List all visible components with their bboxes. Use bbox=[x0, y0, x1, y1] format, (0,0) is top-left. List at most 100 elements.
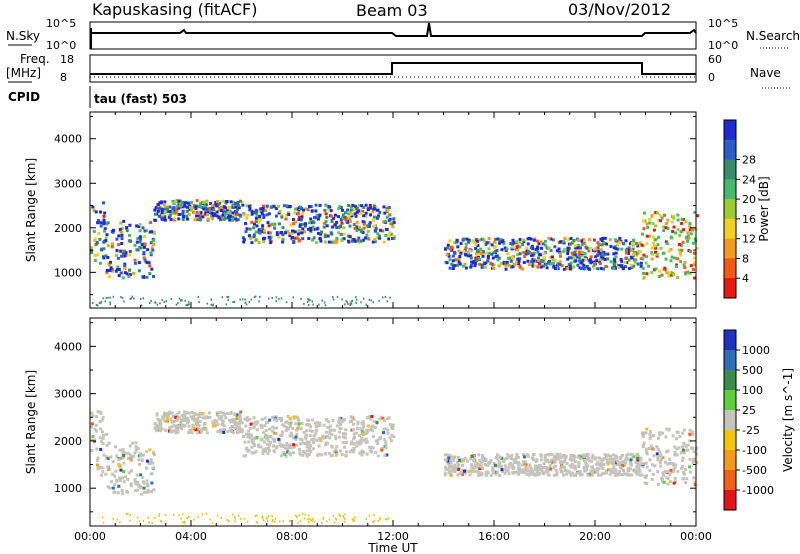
echo-cell bbox=[583, 255, 587, 259]
echo-cell bbox=[321, 434, 325, 438]
echo-cell bbox=[163, 200, 167, 204]
x-tick-label: 00:00 bbox=[680, 530, 712, 543]
echo-cell bbox=[528, 463, 532, 467]
echo-cell bbox=[210, 217, 214, 221]
echo-cell bbox=[215, 419, 219, 423]
echo-cell bbox=[567, 469, 571, 473]
echo-cell bbox=[577, 239, 581, 242]
echo-cell bbox=[384, 427, 388, 431]
echo-cell bbox=[490, 252, 494, 256]
echo-cell bbox=[102, 240, 106, 244]
echo-cell bbox=[160, 210, 164, 214]
echo-cell bbox=[179, 426, 183, 430]
echo-cell bbox=[247, 234, 251, 238]
echo-cell bbox=[262, 215, 266, 219]
echo-cell bbox=[569, 261, 573, 265]
y-tick-label: 2000 bbox=[54, 435, 82, 448]
echo-cell bbox=[273, 226, 277, 230]
echo-cell bbox=[675, 430, 679, 434]
echo-cell bbox=[540, 246, 543, 250]
echo-cell bbox=[118, 227, 122, 231]
echo-cell bbox=[529, 253, 533, 257]
ground-scatter-cell bbox=[239, 517, 242, 520]
echo-cell bbox=[630, 249, 633, 253]
echo-cell bbox=[123, 451, 127, 455]
echo-cell bbox=[580, 267, 583, 270]
echo-cell bbox=[601, 237, 605, 240]
ground-scatter-cell bbox=[228, 520, 230, 523]
echo-cell bbox=[524, 465, 528, 469]
y-axis-label: Slant Range [km] bbox=[24, 370, 38, 474]
echo-cell bbox=[689, 264, 693, 268]
ground-scatter-cell bbox=[180, 299, 183, 301]
echo-cell bbox=[128, 250, 132, 253]
echo-cell bbox=[675, 257, 679, 261]
echo-cell bbox=[609, 244, 613, 248]
echo-cell bbox=[474, 256, 478, 260]
ground-scatter-cell bbox=[347, 302, 349, 305]
echo-cell bbox=[606, 257, 610, 261]
ground-scatter-cell bbox=[313, 520, 316, 523]
echo-cell bbox=[603, 242, 607, 246]
echo-cell bbox=[372, 434, 375, 438]
echo-cell bbox=[502, 459, 506, 463]
echo-cell bbox=[99, 427, 103, 431]
echo-cell bbox=[576, 263, 580, 267]
echo-cell bbox=[151, 466, 155, 470]
echo-cell bbox=[481, 467, 485, 470]
echo-cell bbox=[616, 243, 619, 247]
echo-cell bbox=[686, 270, 690, 274]
echo-cell bbox=[567, 238, 571, 242]
echo-cell bbox=[352, 223, 356, 227]
echo-cell bbox=[113, 483, 117, 487]
echo-cell bbox=[290, 434, 294, 438]
echo-cell bbox=[257, 445, 261, 448]
echo-cell bbox=[292, 218, 295, 222]
echo-cell bbox=[549, 248, 553, 252]
echo-cell bbox=[219, 217, 223, 221]
echo-cell bbox=[693, 483, 697, 487]
echo-cell bbox=[527, 250, 531, 254]
echo-cell bbox=[444, 465, 448, 469]
echo-cell bbox=[277, 437, 281, 441]
echo-cell bbox=[142, 256, 146, 260]
colorbar-frame bbox=[723, 119, 737, 299]
echo-cell bbox=[360, 227, 364, 231]
echo-cell bbox=[688, 439, 692, 443]
echo-cell bbox=[291, 451, 295, 455]
echo-cell bbox=[644, 461, 648, 465]
echo-cell bbox=[238, 416, 242, 420]
echo-cell bbox=[340, 216, 344, 220]
ground-scatter-cell bbox=[225, 303, 228, 306]
echo-cell bbox=[143, 242, 147, 246]
echo-cell bbox=[531, 257, 535, 261]
echo-cell bbox=[93, 237, 97, 241]
echo-cell bbox=[614, 255, 618, 259]
echo-cell bbox=[342, 232, 346, 236]
echo-cell bbox=[688, 470, 692, 474]
echo-cell bbox=[642, 276, 646, 280]
echo-cell bbox=[656, 458, 660, 462]
echo-cell bbox=[605, 461, 609, 464]
echo-cell bbox=[325, 418, 329, 421]
echo-cell bbox=[315, 421, 319, 425]
echo-cell bbox=[319, 439, 323, 443]
echo-cell bbox=[349, 208, 353, 212]
echo-cell bbox=[110, 245, 114, 249]
echo-cell bbox=[270, 222, 274, 226]
ground-scatter-cell bbox=[149, 302, 151, 305]
echo-cell bbox=[196, 431, 200, 435]
echo-cell bbox=[232, 418, 236, 422]
echo-cell bbox=[615, 463, 619, 466]
echo-cell bbox=[596, 253, 600, 257]
echo-cell bbox=[323, 208, 327, 212]
echo-cell bbox=[502, 260, 506, 264]
echo-cell bbox=[648, 430, 652, 433]
echo-cell bbox=[312, 437, 316, 441]
echo-cell bbox=[308, 205, 311, 209]
echo-cell bbox=[489, 261, 493, 265]
echo-cell bbox=[330, 232, 334, 236]
echo-cell bbox=[356, 239, 360, 243]
echo-cell bbox=[355, 229, 359, 233]
echo-cell bbox=[128, 268, 132, 272]
